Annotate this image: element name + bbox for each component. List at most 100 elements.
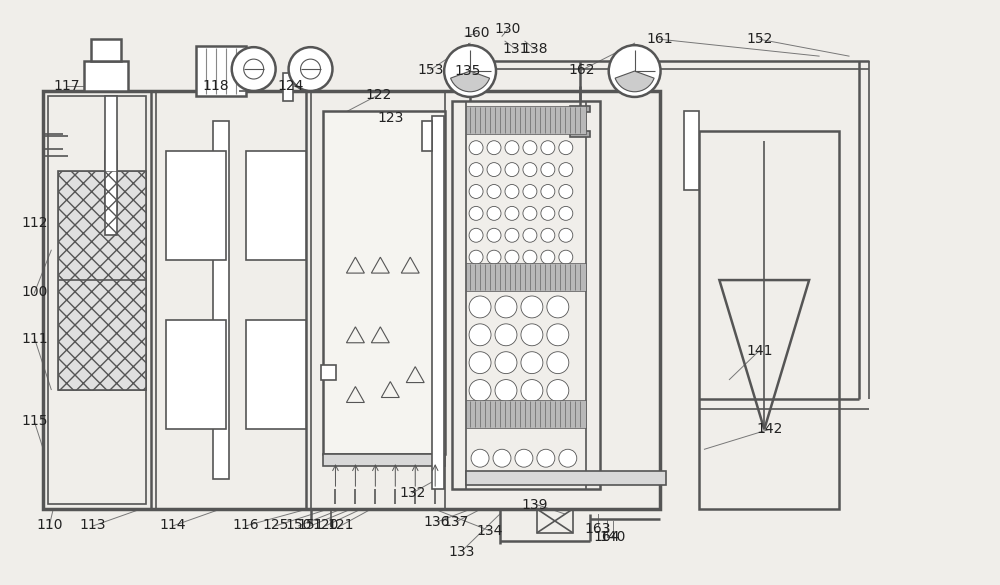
Circle shape [487, 250, 501, 264]
Text: 118: 118 [202, 79, 229, 93]
Circle shape [541, 141, 555, 154]
Text: 123: 123 [377, 111, 403, 125]
Bar [466, 263, 586, 291]
Circle shape [505, 163, 519, 177]
Circle shape [521, 352, 543, 374]
Bar [84, 61, 128, 91]
Text: 122: 122 [365, 88, 392, 102]
Text: 137: 137 [443, 515, 469, 529]
Circle shape [469, 184, 483, 198]
Bar [422, 121, 432, 151]
Circle shape [469, 141, 483, 154]
Text: 132: 132 [399, 486, 425, 500]
Circle shape [559, 449, 577, 467]
Text: 110: 110 [36, 518, 63, 532]
Circle shape [505, 141, 519, 154]
Circle shape [444, 45, 496, 97]
Text: 150: 150 [285, 518, 312, 532]
Circle shape [609, 45, 661, 97]
Text: 133: 133 [449, 545, 475, 559]
Text: 136: 136 [424, 515, 450, 529]
Circle shape [487, 207, 501, 221]
Circle shape [547, 352, 569, 374]
Text: 100: 100 [21, 285, 47, 300]
Circle shape [469, 324, 491, 346]
Bar [699, 131, 839, 509]
Circle shape [541, 163, 555, 177]
Circle shape [541, 207, 555, 221]
Circle shape [523, 250, 537, 264]
Bar [466, 106, 586, 134]
Circle shape [523, 228, 537, 242]
Text: 116: 116 [232, 518, 259, 532]
Circle shape [493, 449, 511, 467]
Text: 121: 121 [327, 518, 354, 532]
Circle shape [469, 163, 483, 177]
Bar [166, 320, 226, 429]
Circle shape [559, 184, 573, 198]
Bar [213, 121, 229, 479]
Bar [105, 151, 117, 211]
Circle shape [487, 141, 501, 154]
Circle shape [537, 449, 555, 467]
Circle shape [523, 163, 537, 177]
Circle shape [495, 380, 517, 401]
Bar [432, 116, 444, 489]
Circle shape [559, 141, 573, 154]
Circle shape [523, 207, 537, 221]
Circle shape [547, 380, 569, 401]
Bar [537, 509, 573, 533]
Circle shape [505, 228, 519, 242]
Text: 141: 141 [746, 344, 773, 357]
Circle shape [541, 184, 555, 198]
Wedge shape [615, 71, 654, 92]
Bar [91, 39, 121, 61]
Text: 152: 152 [746, 32, 772, 46]
Circle shape [487, 228, 501, 242]
Text: 114: 114 [160, 518, 186, 532]
Text: 160: 160 [464, 26, 490, 40]
Bar [166, 151, 226, 260]
Circle shape [523, 184, 537, 198]
Circle shape [469, 250, 483, 264]
Bar [246, 151, 306, 260]
Circle shape [487, 163, 501, 177]
Circle shape [495, 296, 517, 318]
Bar [321, 364, 336, 380]
Bar [283, 73, 293, 101]
Text: 140: 140 [599, 530, 626, 544]
Text: 125: 125 [262, 518, 289, 532]
Circle shape [521, 324, 543, 346]
Bar [466, 471, 666, 485]
Circle shape [541, 228, 555, 242]
Bar [452, 101, 600, 489]
Circle shape [559, 250, 573, 264]
Text: 153: 153 [417, 63, 443, 77]
Text: 163: 163 [584, 522, 611, 536]
Circle shape [505, 250, 519, 264]
Circle shape [505, 207, 519, 221]
Text: 124: 124 [277, 79, 304, 93]
Text: 111: 111 [21, 332, 48, 346]
Circle shape [559, 228, 573, 242]
Text: 131: 131 [503, 42, 529, 56]
Circle shape [469, 207, 483, 221]
Circle shape [495, 352, 517, 374]
Circle shape [547, 296, 569, 318]
Circle shape [495, 324, 517, 346]
Circle shape [559, 163, 573, 177]
Bar [570, 131, 590, 137]
Text: 117: 117 [53, 79, 79, 93]
Bar [246, 320, 306, 429]
Circle shape [469, 228, 483, 242]
Bar [58, 171, 146, 390]
Text: 139: 139 [522, 498, 548, 512]
Bar [323, 111, 445, 454]
Bar [43, 91, 660, 509]
Text: 162: 162 [569, 63, 595, 77]
Bar [323, 454, 445, 466]
Bar [466, 401, 586, 428]
Circle shape [487, 184, 501, 198]
Text: 138: 138 [522, 42, 548, 56]
Bar [196, 46, 246, 96]
